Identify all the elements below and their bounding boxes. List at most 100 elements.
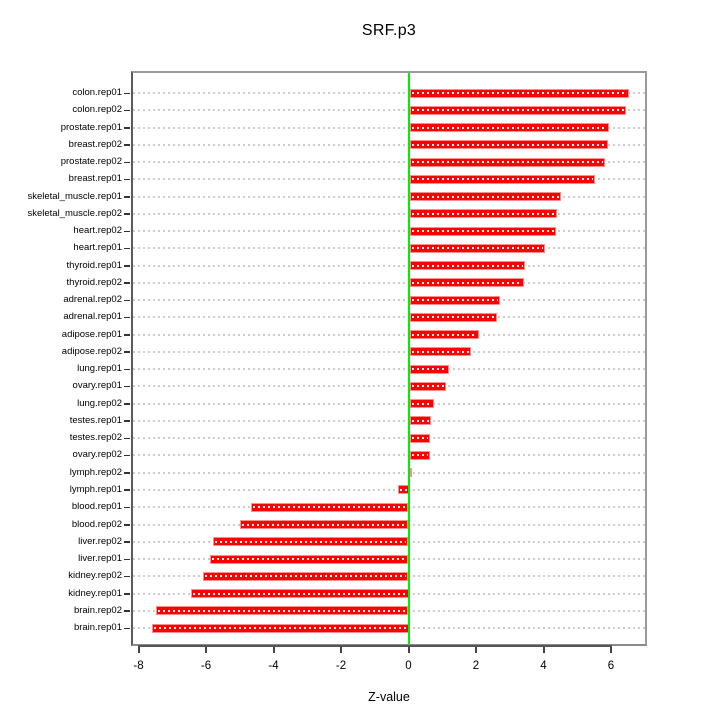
- gridline: [133, 471, 645, 474]
- gridline: [133, 143, 645, 146]
- x-tick: [475, 647, 477, 653]
- y-tick: [124, 454, 130, 457]
- gridline: [133, 437, 645, 440]
- bar-skeletal_muscle.rep02: [409, 209, 557, 219]
- gridline: [133, 368, 645, 371]
- y-tick: [124, 265, 130, 267]
- gridline: [133, 316, 645, 319]
- y-label-blood.rep01: blood.rep01: [71, 501, 122, 513]
- y-tick: [124, 282, 130, 284]
- bar-kidney.rep02: [202, 571, 409, 581]
- x-tick: [272, 647, 275, 653]
- bar-kidney.rep01: [190, 589, 409, 599]
- bar-dotted-overlay: [411, 299, 498, 302]
- gridline: [133, 230, 645, 233]
- bar-lymph.rep02: [409, 468, 412, 478]
- y-label-heart.rep01: heart.rep01: [73, 242, 122, 254]
- y-label-skeletal_muscle.rep02: skeletal_muscle.rep02: [27, 207, 122, 219]
- bar-dotted-overlay: [411, 402, 432, 405]
- y-tick: [124, 368, 130, 371]
- bar-dotted-overlay: [411, 247, 543, 250]
- y-label-breast.rep02: breast.rep02: [68, 138, 122, 150]
- bar-ovary.rep02: [409, 450, 430, 460]
- gridline: [133, 402, 645, 405]
- bar-colon.rep01: [409, 88, 629, 98]
- y-label-thyroid.rep01: thyroid.rep01: [66, 259, 122, 271]
- x-tick-label: -2: [335, 660, 347, 672]
- gridline: [133, 488, 645, 491]
- y-label-adipose.rep01: adipose.rep01: [61, 328, 122, 340]
- y-tick: [124, 524, 130, 526]
- y-tick: [124, 403, 130, 405]
- bar-dotted-overlay: [411, 333, 477, 336]
- bar-colon.rep02: [409, 105, 626, 115]
- y-label-kidney.rep01: kidney.rep01: [68, 587, 122, 599]
- y-label-lymph.rep01: lymph.rep01: [69, 483, 122, 495]
- x-tick: [340, 647, 342, 653]
- bar-heart.rep01: [409, 243, 545, 253]
- x-axis-title: Z-value: [368, 690, 410, 704]
- bar-dotted-overlay: [411, 212, 555, 215]
- gridline: [133, 126, 645, 129]
- y-tick: [124, 161, 130, 164]
- bar-prostate.rep01: [409, 123, 609, 133]
- y-label-prostate.rep02: prostate.rep02: [60, 156, 122, 168]
- bar-dotted-overlay: [411, 454, 428, 457]
- y-label-brain.rep02: brain.rep02: [73, 604, 122, 616]
- y-tick: [124, 627, 130, 630]
- bar-dotted-overlay: [411, 316, 495, 319]
- bar-dotted-overlay: [411, 143, 606, 146]
- y-tick: [124, 575, 130, 578]
- gridline: [133, 350, 645, 353]
- bar-testes.rep02: [409, 433, 431, 443]
- bar-thyroid.rep01: [409, 261, 525, 271]
- x-tick-label: 6: [607, 660, 615, 672]
- y-label-heart.rep02: heart.rep02: [73, 225, 122, 237]
- bar-dotted-overlay: [242, 523, 407, 526]
- y-tick: [124, 472, 130, 474]
- y-tick: [124, 127, 130, 129]
- bar-dotted-overlay: [411, 109, 624, 112]
- bar-dotted-overlay: [411, 178, 594, 181]
- y-tick: [124, 558, 130, 561]
- gridline: [133, 247, 645, 250]
- y-label-ovary.rep01: ovary.rep01: [72, 380, 122, 392]
- y-tick: [124, 489, 130, 491]
- zero-line: [407, 73, 410, 644]
- bar-ovary.rep01: [409, 381, 446, 391]
- y-label-adrenal.rep01: adrenal.rep01: [63, 311, 122, 323]
- x-tick: [542, 647, 545, 653]
- bar-heart.rep02: [409, 226, 556, 236]
- gridline: [133, 264, 645, 267]
- y-tick: [124, 299, 130, 302]
- bar-dotted-overlay: [411, 281, 523, 284]
- gridline: [133, 299, 645, 302]
- x-tick-label: -8: [133, 660, 144, 672]
- gridline: [133, 92, 645, 94]
- bar-thyroid.rep02: [409, 278, 525, 288]
- y-tick: [124, 92, 130, 94]
- y-tick: [124, 334, 130, 336]
- y-tick: [124, 593, 130, 595]
- gridline: [133, 195, 645, 198]
- bar-dotted-overlay: [204, 575, 407, 578]
- y-label-prostate.rep01: prostate.rep01: [60, 121, 122, 133]
- y-label-liver.rep02: liver.rep02: [78, 535, 122, 547]
- bar-blood.rep01: [251, 502, 409, 512]
- bar-dotted-overlay: [215, 540, 407, 543]
- gridline: [133, 385, 645, 388]
- plot-area: [131, 71, 647, 646]
- bar-dotted-overlay: [411, 195, 560, 198]
- y-tick: [124, 109, 130, 112]
- bar-breast.rep01: [409, 174, 596, 184]
- y-label-colon.rep02: colon.rep02: [72, 104, 122, 116]
- bar-dotted-overlay: [253, 506, 407, 509]
- y-tick: [124, 437, 130, 440]
- y-label-lung.rep02: lung.rep02: [77, 397, 122, 409]
- y-label-liver.rep01: liver.rep01: [78, 553, 122, 565]
- bar-liver.rep02: [213, 537, 409, 547]
- bar-dotted-overlay: [400, 488, 407, 491]
- x-tick-label: 2: [472, 660, 480, 672]
- x-tick-label: 4: [540, 660, 547, 672]
